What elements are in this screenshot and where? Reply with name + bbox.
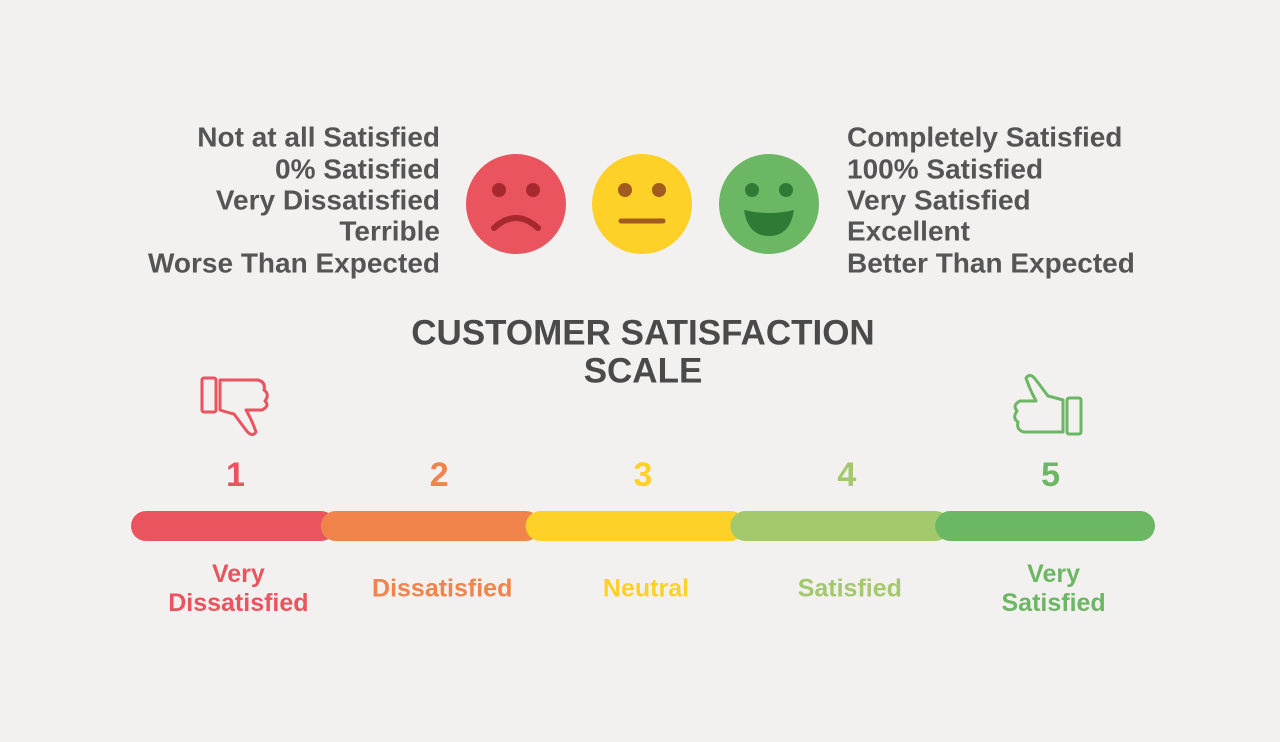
scale-number: 5 (1041, 456, 1060, 494)
scale-number: 4 (837, 456, 856, 494)
scale-number: 2 (430, 456, 449, 494)
left-description: Terrible (339, 215, 440, 246)
title: CUSTOMER SATISFACTION (411, 313, 874, 352)
right-description: Very Satisfied (847, 184, 1031, 215)
happy-face (719, 154, 819, 254)
scale-segment (730, 511, 951, 541)
thumbs-up-icon (1013, 373, 1083, 436)
scale-label: Satisfied (798, 575, 902, 603)
right-description: 100% Satisfied (847, 153, 1043, 184)
thumbs-down-icon (200, 376, 269, 437)
right-description: Better Than Expected (847, 247, 1135, 278)
left-description: Very Dissatisfied (216, 184, 440, 215)
right-description: Excellent (847, 215, 970, 246)
scale-label: Dissatisfied (372, 575, 512, 603)
neutral-face (592, 154, 692, 254)
right-description: Completely Satisfied (847, 121, 1122, 152)
scale-segment (320, 511, 541, 541)
scale-segment (935, 511, 1155, 541)
title: SCALE (584, 351, 703, 390)
scale-label: Very (212, 560, 265, 588)
scale-label: Satisfied (1001, 589, 1105, 617)
left-description: Not at all Satisfied (197, 121, 440, 152)
scale-number: 3 (634, 456, 653, 494)
scale-label: Dissatisfied (168, 589, 308, 617)
scale-segment (525, 511, 746, 541)
scale-label: Neutral (603, 575, 689, 603)
left-description: Worse Than Expected (148, 247, 440, 278)
scale-label: Very (1027, 560, 1080, 588)
left-description: 0% Satisfied (275, 153, 440, 184)
scale-segment (131, 511, 336, 541)
sad-face (466, 154, 566, 254)
scale-number: 1 (226, 456, 245, 494)
